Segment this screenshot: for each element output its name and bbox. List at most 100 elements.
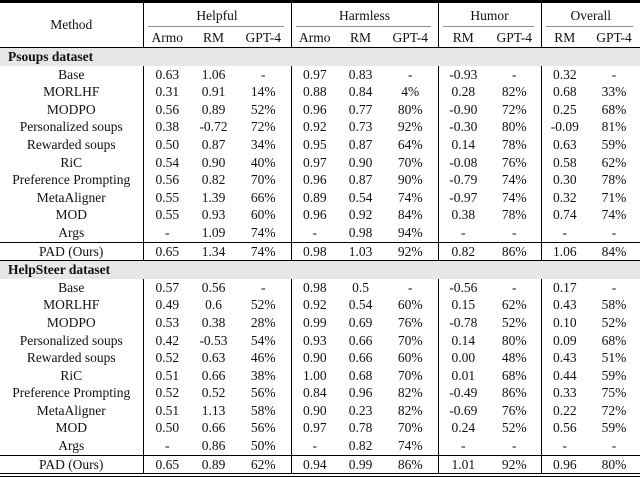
value-cell: 62% — [601, 154, 627, 170]
value-cell: 0.38 — [437, 206, 489, 224]
cmidrule-harmless — [295, 25, 431, 27]
method-cell: Preference Prompting — [12, 385, 131, 401]
value-cell: 4% — [401, 84, 420, 100]
value-cell: 0.95 — [290, 135, 339, 154]
value-cell: 92% — [488, 454, 542, 475]
value-cell: 0.97 — [290, 65, 339, 84]
value-cell: 52% — [250, 297, 276, 313]
method-cell: RiC — [60, 154, 83, 170]
value-cell: 82% — [397, 385, 423, 401]
value-cell: 0.77 — [348, 101, 373, 117]
value-cell: - — [290, 223, 339, 243]
subheader-helpful-rm: RM — [191, 28, 236, 48]
value-cell: 0.24 — [437, 419, 489, 438]
method-cell: Preference Prompting — [12, 172, 131, 188]
value-cell: 0.66 — [348, 332, 373, 348]
value-cell: -0.79 — [437, 171, 489, 189]
value-cell: 70% — [250, 172, 276, 188]
value-cell: 80% — [501, 332, 527, 348]
value-cell: 62% — [236, 454, 292, 475]
value-cell: 52% — [501, 420, 527, 436]
value-cell: 0.43 — [540, 349, 589, 367]
value-cell: 0.25 — [540, 100, 589, 119]
value-cell: - — [437, 437, 489, 456]
value-cell: - — [512, 66, 517, 82]
value-cell: -0.97 — [437, 188, 489, 207]
method-cell: Personalized soups — [19, 119, 123, 135]
value-cell: 0.99 — [290, 313, 339, 332]
value-cell: 34% — [250, 136, 276, 152]
value-cell: 0.96 — [290, 206, 339, 224]
table-row: MORLHF 0.31 0.91 14% 0.88 0.84 4% 0.28 82% 0.68 33… — [0, 83, 640, 101]
value-cell: 0.56 — [142, 171, 191, 189]
value-cell: 0.78 — [348, 420, 373, 436]
value-cell: 70% — [397, 367, 423, 383]
group-header-overall: Overall — [540, 1, 640, 28]
value-cell: 0.51 — [142, 401, 191, 420]
value-cell: 0.50 — [142, 135, 191, 154]
value-cell: 0.56 — [142, 100, 191, 119]
group-header-harmless: Harmless — [290, 1, 439, 28]
value-cell: 0.63 — [201, 350, 226, 366]
table-row: Personalized soups 0.42 -0.53 54% 0.93 0.66 70… — [0, 331, 640, 350]
value-cell: 82% — [501, 84, 527, 100]
value-cell: 1.06 — [540, 241, 589, 261]
value-cell: 0.89 — [191, 454, 236, 475]
value-cell: 52% — [501, 314, 527, 330]
value-cell: 0.01 — [437, 366, 489, 385]
result-row: PAD (Ours) 0.65 0.89 62% 0.94 0.99 86% 1.01 92% 0… — [0, 454, 640, 475]
method-cell: MetaAligner — [36, 402, 106, 418]
value-cell: 1.34 — [191, 241, 236, 261]
value-cell: 60% — [397, 350, 423, 366]
value-cell: 81% — [601, 119, 627, 135]
value-cell: 0.87 — [348, 136, 373, 152]
table-row: Personalized soups 0.38 -0.72 72% 0.92 0.73 92… — [0, 118, 640, 136]
value-cell: 68% — [501, 367, 527, 383]
value-cell: 1.03 — [338, 241, 384, 261]
value-cell: 0.96 — [290, 171, 339, 189]
value-cell: - — [290, 437, 339, 456]
value-cell: 86% — [501, 385, 527, 401]
value-cell: -0.08 — [437, 153, 489, 172]
value-cell: 72% — [601, 402, 627, 418]
value-cell: 50% — [250, 438, 276, 454]
value-cell: -0.72 — [199, 119, 228, 135]
subheader-humor-rm: RM — [437, 28, 489, 48]
value-cell: 92% — [397, 119, 423, 135]
value-cell: 0.69 — [348, 314, 373, 330]
table-row: Rewarded soups 0.50 0.87 34% 0.95 0.87 64% 0.14… — [0, 135, 640, 154]
value-cell: 0.54 — [142, 153, 191, 172]
value-cell: 0.15 — [437, 296, 489, 314]
value-cell: - — [512, 279, 517, 295]
method-cell: Base — [58, 279, 85, 295]
cmidrule-overall — [545, 25, 634, 27]
value-cell: 0.51 — [142, 366, 191, 385]
table-row: Rewarded soups 0.52 0.63 46% 0.90 0.66 60% 0.00… — [0, 349, 640, 367]
value-cell: 74% — [501, 189, 527, 205]
value-cell: 0.83 — [348, 66, 373, 82]
value-cell: 28% — [250, 314, 276, 330]
method-cell: Rewarded soups — [26, 136, 116, 152]
value-cell: 59% — [601, 420, 627, 436]
method-cell: Rewarded soups — [26, 350, 116, 366]
value-cell: - — [540, 437, 589, 456]
value-cell: 80% — [501, 119, 527, 135]
value-cell: - — [142, 437, 191, 456]
value-cell: 0.92 — [290, 296, 339, 314]
value-cell: 0.5 — [352, 279, 369, 295]
value-cell: 76% — [501, 402, 527, 418]
value-cell: - — [611, 66, 617, 82]
value-cell: 94% — [397, 224, 423, 240]
section-title: HelpSteer dataset — [0, 260, 640, 279]
value-cell: 0.42 — [142, 331, 191, 350]
value-cell: 0.52 — [142, 349, 191, 367]
value-cell: 84% — [397, 207, 423, 223]
value-cell: 0.84 — [290, 384, 339, 402]
value-cell: -0.93 — [437, 65, 489, 84]
value-cell: 74% — [397, 438, 423, 454]
table-row: MetaAligner 0.55 1.39 66% 0.89 0.54 74% -0.97 74… — [0, 188, 640, 207]
subheader-harmless-armo: Armo — [290, 28, 339, 48]
subheader-helpful-gpt4: GPT-4 — [236, 28, 292, 48]
table-row: MORLHF 0.49 0.6 52% 0.92 0.54 60% 0.15 62% 0.43 58… — [0, 296, 640, 314]
